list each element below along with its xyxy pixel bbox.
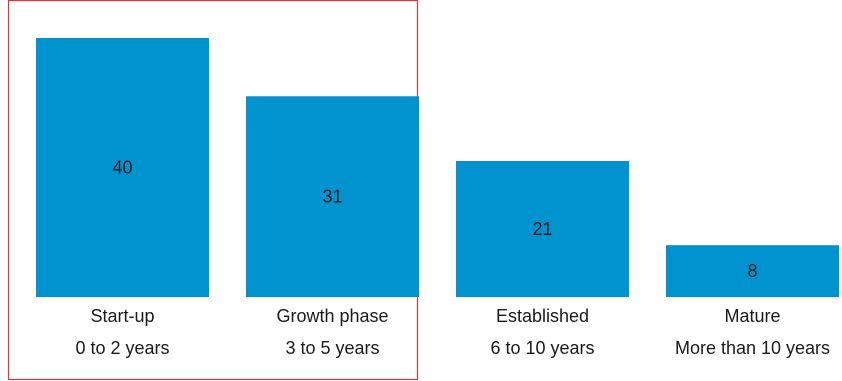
bar-2 [456,161,629,297]
category-label-3: Mature [724,306,780,326]
category-sublabel-0: 0 to 2 years [75,338,169,358]
category-label-0: Start-up [90,306,154,326]
bar-value-label-1: 31 [322,187,342,207]
bar-value-label-3: 8 [747,261,757,281]
bar-0 [36,38,209,297]
bar-value-label-2: 21 [532,219,552,239]
category-sublabel-1: 3 to 5 years [285,338,379,358]
category-label-1: Growth phase [276,306,388,326]
category-sublabel-3: More than 10 years [675,338,830,358]
category-sublabel-2: 6 to 10 years [490,338,594,358]
bar-1 [246,96,419,298]
bar-value-label-0: 40 [112,158,132,178]
category-label-2: Established [496,306,589,326]
bar-3 [666,245,839,297]
